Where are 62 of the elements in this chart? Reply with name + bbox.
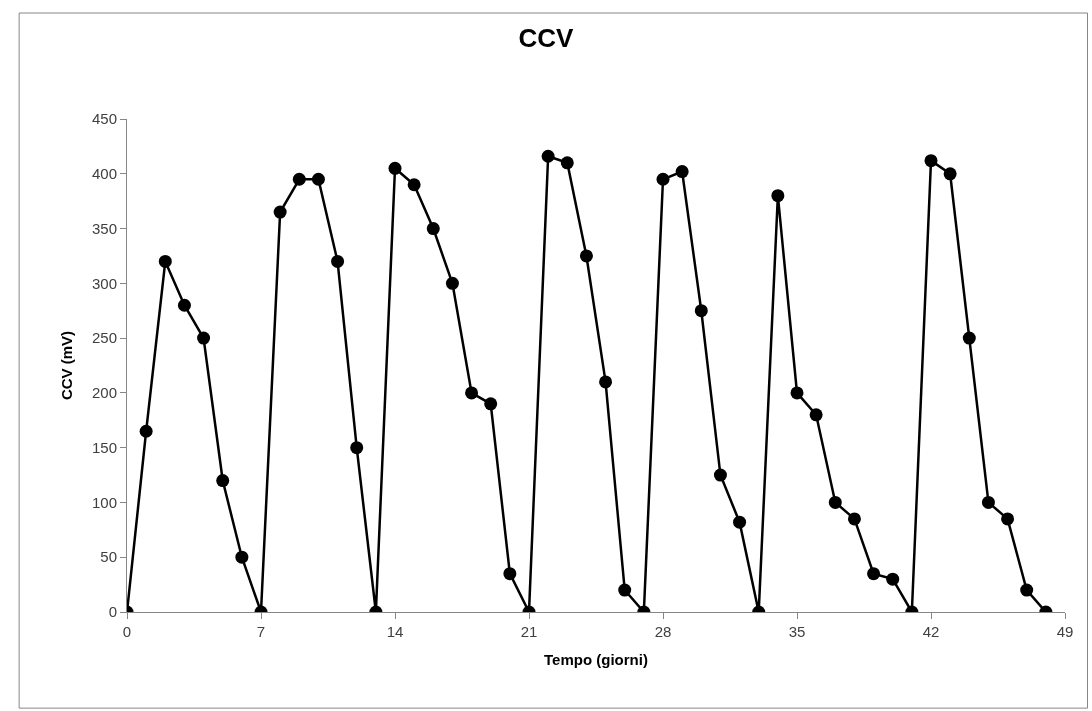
point [197,331,211,345]
point [235,550,249,564]
point [139,424,153,438]
y-tick-label: 150 [91,438,117,456]
point [311,172,325,186]
point [350,441,364,455]
y-tick-label: 350 [91,219,117,237]
point [713,468,727,482]
point [771,189,785,203]
point [407,178,421,192]
point [503,567,517,581]
y-tick-label: 200 [91,384,117,402]
x-tick-label: 14 [386,623,404,640]
point [656,172,670,186]
point [445,276,459,290]
point [618,583,632,597]
point [388,161,402,175]
point [599,375,613,389]
point [886,572,900,586]
x-axis-title: Tempo (giorni) [544,651,648,668]
point [828,495,842,509]
x-tick-label: 35 [788,623,806,640]
point [465,386,479,400]
point [962,331,976,345]
point [694,304,708,318]
y-tick-label: 450 [91,110,117,128]
point [484,397,498,411]
x-tick-label: 28 [654,623,672,640]
point [158,254,172,268]
point [675,165,689,179]
point [426,222,440,236]
point [867,567,881,581]
point [579,249,593,263]
point [1001,512,1015,526]
chart-title: CCV [518,22,575,53]
point [292,172,306,186]
x-tick-label: 7 [256,623,266,640]
x-tick-label: 49 [1056,623,1074,640]
point [1020,583,1034,597]
point [809,408,823,422]
point [560,156,574,170]
point [541,149,555,163]
point [331,254,345,268]
point [981,495,995,509]
y-tick-label: 50 [100,548,117,566]
point [924,154,938,168]
point [216,474,230,488]
point [177,298,191,312]
x-tick-label: 42 [922,623,940,640]
x-tick-label: 21 [520,623,538,640]
y-tick-label: 100 [91,493,117,511]
x-tick-label: 0 [122,623,132,640]
point [847,512,861,526]
y-tick-label: 400 [91,165,117,183]
y-tick-label: 300 [91,274,117,292]
y-axis-title: CCV (mV) [58,330,76,401]
y-tick-label: 250 [91,329,117,347]
y-tick-label: 0 [108,603,117,621]
point [943,167,957,181]
point [733,515,747,529]
point [790,386,804,400]
point [273,205,287,219]
